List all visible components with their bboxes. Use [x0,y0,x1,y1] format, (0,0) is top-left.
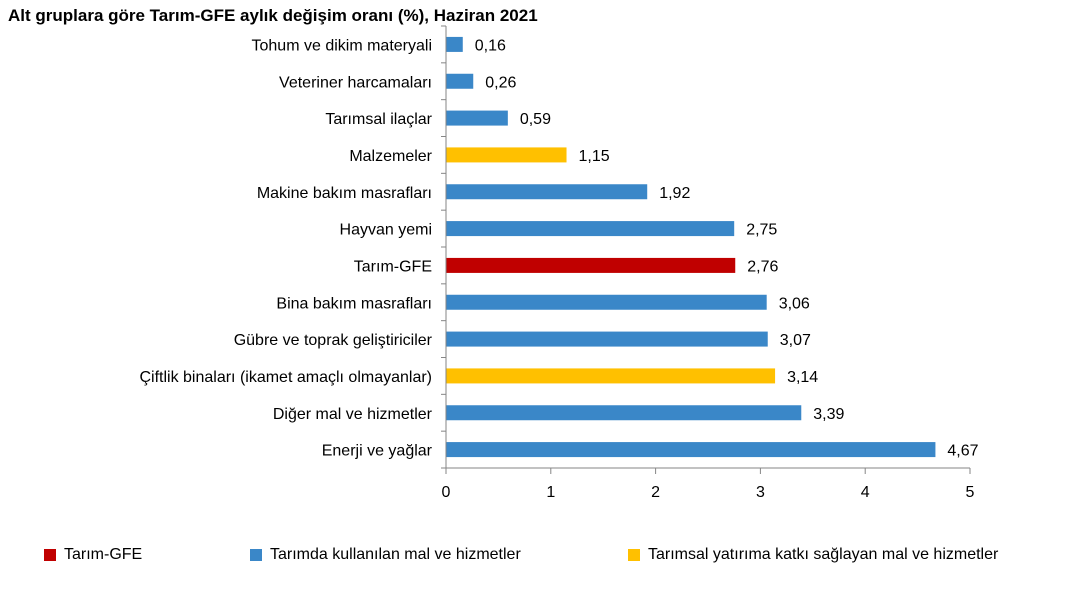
data-label: 3,39 [813,406,844,423]
bar [446,257,736,273]
bar [446,73,474,89]
legend-swatch-red [44,549,56,561]
x-tick-label: 5 [966,484,975,501]
legend-item-tarimsal-yatirim: Tarımsal yatırıma katkı sağlayan mal ve … [628,546,998,564]
data-label: 3,06 [779,295,810,312]
x-tick-label: 3 [756,484,765,501]
data-label: 0,26 [485,74,516,91]
category-label: Tarımsal ilaçlar [325,111,432,128]
legend-item-tarim-gfe: Tarım-GFE [44,546,142,564]
bar [446,294,767,310]
data-label: 1,15 [579,148,610,165]
legend-label: Tarım-GFE [64,546,143,563]
data-label: 2,75 [746,222,777,239]
bar [446,147,567,163]
bar [446,331,768,347]
bar [446,184,648,200]
legend: Tarım-GFE Tarımda kullanılan mal ve hizm… [44,546,1084,570]
bar [446,368,776,384]
legend-swatch-blue [250,549,262,561]
category-label: Malzemeler [349,148,432,165]
x-tick-label: 0 [442,484,451,501]
bar [446,405,802,421]
data-label: 3,14 [787,369,818,386]
data-label: 0,59 [520,111,551,128]
category-label: Tarım-GFE [354,258,432,275]
category-label: Gübre ve toprak geliştiriciler [234,332,433,349]
category-label: Bina bakım masrafları [276,295,432,312]
category-label: Veteriner harcamaları [279,74,432,91]
bar [446,442,936,458]
x-tick-label: 1 [546,484,555,501]
data-label: 0,16 [475,37,506,54]
legend-swatch-yellow [628,549,640,561]
category-label: Çiftlik binaları (ikamet amaçlı olmayanl… [139,369,432,386]
data-label: 2,76 [747,258,778,275]
data-label: 1,92 [659,185,690,202]
category-label: Enerji ve yağlar [322,443,433,460]
bar [446,110,508,126]
x-tick-label: 2 [651,484,660,501]
category-label: Tohum ve dikim materyali [252,37,433,54]
legend-label: Tarımda kullanılan mal ve hizmetler [270,546,521,563]
category-label: Makine bakım masrafları [257,185,432,202]
data-label: 3,07 [780,332,811,349]
chart-title: Alt gruplara göre Tarım-GFE aylık değişi… [8,6,538,25]
bar [446,36,463,52]
data-label: 4,67 [947,443,978,460]
category-label: Hayvan yemi [340,222,432,239]
legend-label: Tarımsal yatırıma katkı sağlayan mal ve … [648,546,999,563]
x-tick-label: 4 [861,484,870,501]
category-label: Diğer mal ve hizmetler [273,406,433,423]
legend-item-tarimda-kullanilan: Tarımda kullanılan mal ve hizmetler [250,546,521,564]
bar [446,221,735,237]
